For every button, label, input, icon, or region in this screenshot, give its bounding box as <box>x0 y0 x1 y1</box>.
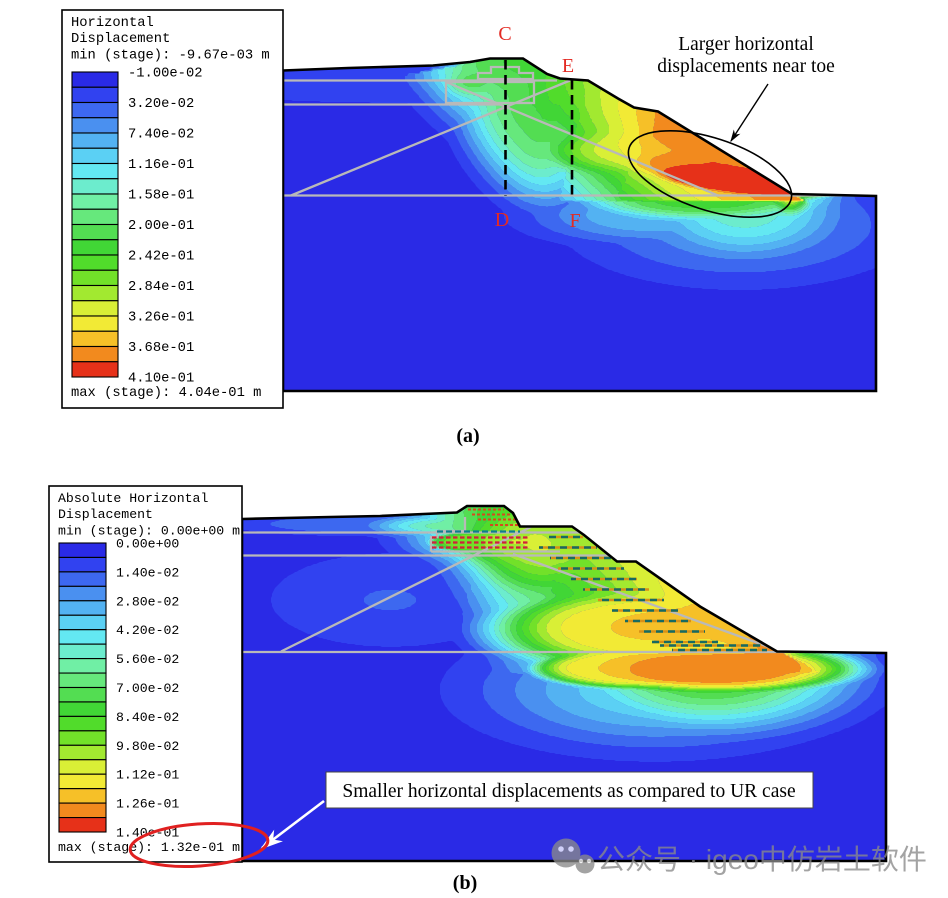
svg-text:1.40e-02: 1.40e-02 <box>116 565 179 580</box>
svg-text:2.80e-02: 2.80e-02 <box>116 594 179 609</box>
svg-text:公众号 · igeo中仿岩土软件: 公众号 · igeo中仿岩土软件 <box>597 844 927 875</box>
svg-text:7.40e-02: 7.40e-02 <box>128 128 194 143</box>
svg-text:9.80e-02: 9.80e-02 <box>116 739 179 754</box>
svg-text:1.12e-01: 1.12e-01 <box>116 768 179 783</box>
svg-text:0.00e+00: 0.00e+00 <box>116 537 179 552</box>
svg-text:4.20e-02: 4.20e-02 <box>116 623 179 638</box>
svg-text:2.84e-01: 2.84e-01 <box>128 280 194 295</box>
svg-text:displacements near toe: displacements near toe <box>657 56 835 77</box>
svg-text:Smaller horizontal displacemen: Smaller horizontal displacements as comp… <box>342 781 795 802</box>
svg-text:(b): (b) <box>453 872 477 894</box>
svg-text:min (stage): 0.00e+00 m: min (stage): 0.00e+00 m <box>58 523 240 538</box>
svg-text:1.58e-01: 1.58e-01 <box>128 189 194 204</box>
svg-text:2.00e-01: 2.00e-01 <box>128 219 194 234</box>
svg-text:Displacement: Displacement <box>71 31 170 47</box>
svg-text:3.26e-01: 3.26e-01 <box>128 311 194 326</box>
svg-text:max (stage): 4.04e-01 m: max (stage): 4.04e-01 m <box>71 385 261 401</box>
svg-text:3.20e-02: 3.20e-02 <box>128 97 194 112</box>
svg-text:7.00e-02: 7.00e-02 <box>116 681 179 696</box>
svg-text:D: D <box>495 209 509 231</box>
svg-text:E: E <box>562 55 574 77</box>
svg-text:Horizontal: Horizontal <box>71 15 154 31</box>
svg-text:max (stage): 1.32e-01 m: max (stage): 1.32e-01 m <box>58 840 240 855</box>
svg-text:1.16e-01: 1.16e-01 <box>128 158 194 173</box>
svg-text:Displacement: Displacement <box>58 507 153 522</box>
svg-text:C: C <box>498 23 511 45</box>
svg-text:3.68e-01: 3.68e-01 <box>128 341 194 356</box>
svg-text:5.60e-02: 5.60e-02 <box>116 652 179 667</box>
svg-text:min (stage): -9.67e-03 m: min (stage): -9.67e-03 m <box>71 47 270 63</box>
svg-text:4.10e-01: 4.10e-01 <box>128 372 194 387</box>
svg-text:(a): (a) <box>456 425 479 447</box>
svg-text:F: F <box>569 210 580 232</box>
svg-text:1.26e-01: 1.26e-01 <box>116 797 179 812</box>
svg-text:Larger horizontal: Larger horizontal <box>678 34 814 55</box>
svg-text:8.40e-02: 8.40e-02 <box>116 710 179 725</box>
svg-text:Absolute Horizontal: Absolute Horizontal <box>58 491 208 506</box>
svg-text:-1.00e-02: -1.00e-02 <box>128 67 203 82</box>
svg-text:2.42e-01: 2.42e-01 <box>128 250 194 265</box>
